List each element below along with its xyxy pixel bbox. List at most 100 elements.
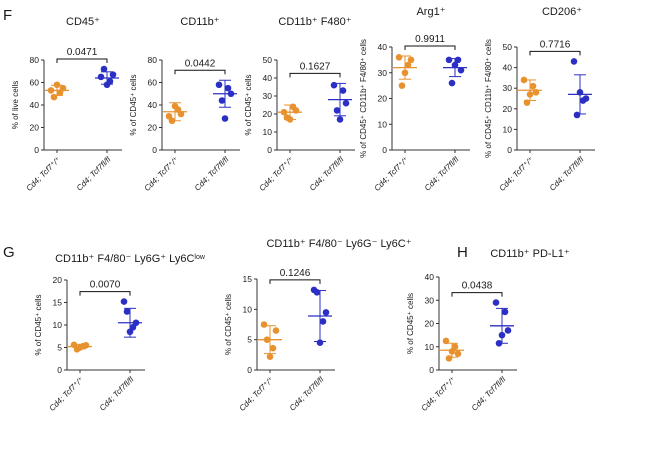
data-point	[445, 355, 453, 362]
x-category-label: Cd4; Tcf7fl/fl	[75, 155, 113, 193]
chart-panel-6: CD11b⁺ F4/80⁻ Ly6G⁺ Ly6Clow 0 5 10 15 20 % of …	[34, 253, 206, 413]
y-tick-label: 50	[503, 42, 513, 52]
y-tick-label: 20	[378, 94, 388, 104]
chart-panels: CD45⁺ 0 20 40 60 80 % of live cells Cd4; Tcf7⁺/…	[11, 6, 595, 413]
data-point	[395, 54, 403, 61]
chart-title: CD11b⁺ F480⁺	[278, 16, 351, 28]
y-tick-label: 10	[503, 124, 513, 134]
data-point	[570, 58, 578, 65]
data-point	[53, 81, 61, 89]
x-category-label: Cd4; Tcf7⁺/⁺	[497, 155, 535, 193]
data-point	[59, 84, 67, 92]
y-tick-label: 40	[503, 63, 513, 73]
data-point	[97, 73, 105, 81]
data-point	[106, 78, 114, 85]
chart-panel-7: CD11b⁺ F4/80⁻ Ly6G⁻ Ly6C⁺ 0 5 10 15 % of CD45…	[224, 238, 412, 413]
y-axis-label: % of CD45⁺ cells	[129, 74, 138, 135]
data-point	[269, 344, 277, 352]
x-category-label: Cd4; Tcf7fl/fl	[548, 155, 586, 193]
data-point	[322, 309, 330, 316]
data-point	[120, 298, 128, 305]
y-tick-label: 0	[34, 145, 39, 155]
data-point	[316, 339, 324, 347]
significance-bracket	[289, 72, 341, 78]
p-value-label: 0.1627	[300, 61, 331, 72]
data-point	[454, 56, 462, 64]
y-tick-label: 0	[247, 365, 252, 375]
significance-bracket	[79, 291, 131, 296]
y-tick-label: 40	[30, 100, 40, 110]
data-point	[260, 321, 268, 328]
chart-title: CD11b⁺ F4/80⁻ Ly6G⁺ Ly6Clow	[55, 253, 206, 265]
data-point	[132, 319, 140, 327]
data-point	[218, 97, 226, 104]
data-point	[523, 99, 531, 106]
data-point	[407, 56, 415, 64]
p-value-label: 0.1246	[280, 268, 311, 279]
data-point	[82, 341, 90, 349]
y-tick-label: 20	[425, 319, 435, 329]
data-point	[404, 61, 412, 69]
data-point	[224, 84, 232, 92]
data-point	[280, 108, 288, 116]
x-category-label: Cd4; Tcf7⁺/⁺	[24, 155, 62, 193]
significance-bracket	[451, 292, 503, 297]
significance-bracket	[174, 69, 226, 75]
y-tick-label: 0	[152, 145, 157, 155]
data-point	[401, 69, 409, 77]
data-point	[47, 87, 55, 94]
chart-title: CD11b⁺ F4/80⁻ Ly6G⁻ Ly6C⁺	[266, 238, 411, 250]
x-category-label: Cd4; Tcf7fl/fl	[423, 155, 461, 193]
y-tick-label: 10	[243, 304, 253, 314]
y-tick-label: 10	[263, 127, 273, 137]
p-value-label: 0.9911	[415, 34, 445, 45]
x-category-label: Cd4; Tcf7fl/fl	[308, 155, 346, 193]
data-point	[330, 81, 338, 89]
data-point	[582, 95, 590, 102]
y-tick-label: 0	[267, 145, 272, 155]
x-category-label: Cd4; Tcf7fl/fl	[470, 375, 508, 413]
y-axis-label: % of CD45⁺ cells	[406, 293, 415, 354]
x-category-label: Cd4; Tcf7⁺/⁺	[47, 375, 85, 413]
x-category-label: Cd4; Tcf7⁺/⁺	[257, 155, 295, 193]
data-point	[266, 353, 274, 360]
x-category-label: Cd4; Tcf7fl/fl	[98, 375, 136, 413]
data-point	[319, 318, 327, 325]
y-tick-label: 30	[263, 91, 273, 101]
x-category-label: Cd4; Tcf7⁺/⁺	[237, 375, 275, 413]
data-point	[339, 87, 347, 94]
data-point	[123, 308, 131, 315]
chart-panel-3: CD11b⁺ F480⁺ 0 10 20 30 40 50 % of CD45⁺ cells C…	[244, 16, 355, 193]
data-point	[215, 81, 223, 89]
significance-bracket	[56, 58, 108, 63]
data-point	[100, 65, 108, 73]
data-point	[227, 90, 235, 98]
data-point	[336, 116, 344, 123]
data-point	[109, 71, 117, 78]
p-value-label: 0.0438	[462, 281, 493, 292]
y-tick-label: 60	[148, 78, 158, 88]
y-tick-label: 40	[263, 73, 273, 83]
data-point	[286, 116, 294, 123]
data-point	[272, 327, 280, 334]
y-tick-label: 50	[263, 55, 273, 65]
y-tick-label: 15	[243, 274, 253, 284]
panel-letter-h: H	[457, 244, 468, 261]
p-value-label: 0.0442	[185, 58, 216, 69]
y-tick-label: 0	[429, 365, 434, 375]
significance-bracket	[269, 279, 321, 284]
data-point	[495, 339, 503, 347]
data-point	[529, 82, 537, 90]
chart-panel-5: CD206⁺ 0 10 20 30 40 50 % of CD45⁺ CD11b⁺ F4/80…	[484, 6, 595, 193]
y-tick-label: 0	[382, 145, 387, 155]
data-point	[313, 289, 321, 296]
y-tick-label: 80	[148, 55, 158, 65]
chart-title: CD206⁺	[542, 6, 582, 18]
data-point	[177, 110, 185, 118]
data-point	[50, 93, 58, 101]
data-point	[263, 336, 271, 343]
y-tick-label: 10	[53, 320, 63, 330]
x-category-label: Cd4; Tcf7⁺/⁺	[419, 375, 457, 413]
chart-panel-1: CD45⁺ 0 20 40 60 80 % of live cells Cd4; Tcf7⁺/…	[11, 16, 122, 193]
chart-title: CD45⁺	[66, 16, 100, 28]
